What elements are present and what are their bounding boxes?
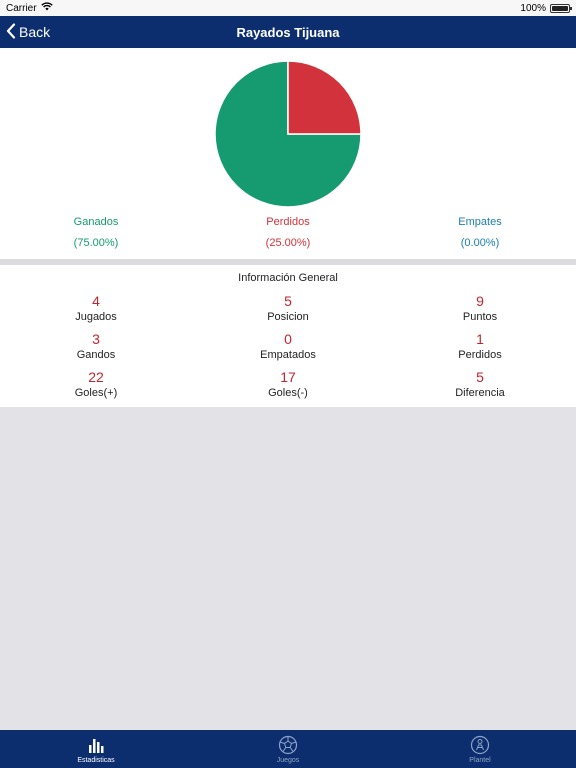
- results-chart-section: Ganados Perdidos Empates (75.00%) (25.00…: [0, 48, 576, 259]
- tab-bar: Estadisticas Juegos Plantel: [0, 730, 576, 768]
- battery-icon: [550, 3, 572, 13]
- stat-label: Empatados: [260, 349, 316, 361]
- status-left: Carrier: [6, 2, 53, 14]
- stat-posicion: 5 Posicion: [192, 293, 384, 331]
- back-label: Back: [19, 24, 51, 40]
- info-title: Información General: [238, 272, 338, 284]
- general-info-section: Información General 4 Jugados 5 Posicion…: [0, 265, 576, 407]
- stat-goles-favor: 22 Goles(+): [0, 369, 192, 407]
- back-button[interactable]: Back: [6, 16, 50, 48]
- legend-percent-ganados: (75.00%): [73, 237, 119, 249]
- stat-value: 22: [88, 369, 104, 385]
- tab-label: Juegos: [276, 756, 300, 764]
- tab-label: Plantel: [469, 756, 491, 764]
- legend-label-ganados: Ganados: [73, 216, 119, 228]
- stat-row: 3 Gandos 0 Empatados 1 Perdidos: [0, 331, 576, 369]
- chevron-left-icon: [6, 22, 16, 42]
- stat-label: Goles(-): [268, 387, 308, 399]
- stat-row: 22 Goles(+) 17 Goles(-) 5 Diferencia: [0, 369, 576, 407]
- wifi-icon: [40, 2, 53, 14]
- status-right: 100%: [520, 2, 572, 14]
- tab-juegos[interactable]: Juegos: [192, 730, 384, 768]
- legend-percent-perdidos: (25.00%): [265, 237, 311, 249]
- stat-label: Gandos: [76, 349, 116, 361]
- player-icon: [470, 735, 490, 755]
- stat-empatados: 0 Empatados: [192, 331, 384, 369]
- legend-label-empates: Empates: [458, 216, 502, 228]
- pie-slice-perdidos: [287, 60, 362, 135]
- pie-slice-ganados: [214, 60, 362, 208]
- stat-label: Posicion: [267, 311, 309, 323]
- stat-diferencia: 5 Diferencia: [384, 369, 576, 407]
- stat-goles-contra: 17 Goles(-): [192, 369, 384, 407]
- stat-perdidos: 1 Perdidos: [384, 331, 576, 369]
- page-title: Rayados Tijuana: [236, 24, 340, 40]
- navigation-bar: Back Rayados Tijuana: [0, 16, 576, 48]
- legend-labels: Ganados Perdidos Empates: [0, 216, 576, 228]
- stat-value: 9: [476, 293, 484, 309]
- legend-percent-empates: (0.00%): [460, 237, 500, 249]
- stat-value: 1: [476, 331, 484, 347]
- stat-puntos: 9 Puntos: [384, 293, 576, 331]
- carrier-label: Carrier: [6, 2, 37, 14]
- stat-jugados: 4 Jugados: [0, 293, 192, 331]
- stat-value: 3: [92, 331, 100, 347]
- legend-label-perdidos: Perdidos: [266, 216, 310, 228]
- bar-chart-icon: [87, 735, 105, 755]
- stat-label: Diferencia: [455, 387, 505, 399]
- stat-value: 5: [284, 293, 292, 309]
- pie-chart: [214, 60, 362, 208]
- stat-grid: 4 Jugados 5 Posicion 9 Puntos 3 Gandos 0…: [0, 293, 576, 407]
- status-bar: Carrier 100%: [0, 0, 576, 16]
- tab-plantel[interactable]: Plantel: [384, 730, 576, 768]
- tab-estadisticas[interactable]: Estadisticas: [0, 730, 192, 768]
- soccer-ball-icon: [278, 735, 298, 755]
- stat-label: Perdidos: [458, 349, 502, 361]
- section-divider: [0, 259, 576, 265]
- stat-value: 17: [280, 369, 296, 385]
- stat-value: 0: [284, 331, 292, 347]
- stat-value: 5: [476, 369, 484, 385]
- stat-gandos: 3 Gandos: [0, 331, 192, 369]
- stat-label: Jugados: [75, 311, 117, 323]
- stat-value: 4: [92, 293, 100, 309]
- legend-percents: (75.00%) (25.00%) (0.00%): [0, 237, 576, 249]
- stat-label: Puntos: [462, 311, 498, 323]
- battery-percent: 100%: [520, 2, 546, 14]
- stat-row: 4 Jugados 5 Posicion 9 Puntos: [0, 293, 576, 331]
- stat-label: Goles(+): [74, 387, 118, 399]
- tab-label: Estadisticas: [77, 756, 115, 764]
